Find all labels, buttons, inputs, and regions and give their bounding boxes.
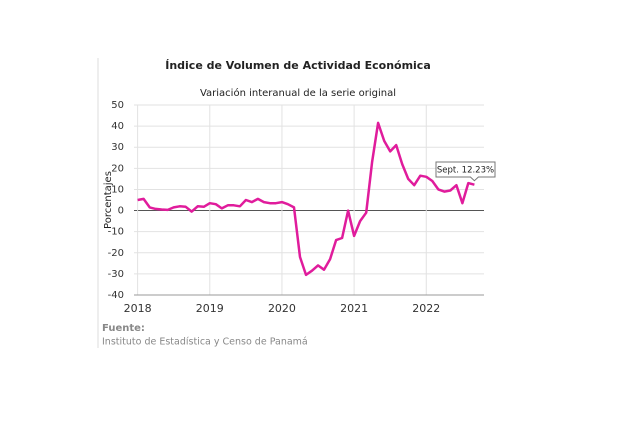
- source: Instituto de Estadística y Censo de Pana…: [102, 337, 308, 348]
- y-tick-label: 10: [111, 184, 124, 195]
- annotation-box: [435, 161, 496, 182]
- chart-title: Índice de Volumen de Actividad Económica: [165, 59, 431, 72]
- x-tick-label: 2022: [412, 302, 440, 315]
- data-line: [137, 121, 475, 277]
- y-tick-label: 50: [111, 100, 124, 111]
- x-tick-label: 2018: [124, 302, 152, 315]
- y-tick-label: -10: [108, 227, 124, 238]
- y-tick-label: -40: [108, 290, 124, 301]
- y-tick-label: 30: [111, 142, 124, 153]
- x-tick-label: 2020: [268, 302, 296, 315]
- chart-subtitle: Variación interanual de la serie origina…: [200, 87, 396, 99]
- y-tick-label: 0: [118, 206, 124, 217]
- x-tick-label: 2021: [340, 302, 368, 315]
- y-tick-label: -20: [108, 248, 124, 259]
- y-tick-label: 40: [111, 121, 124, 132]
- y-axis-label: Porcentajes: [103, 171, 114, 229]
- x-tick-label: 2019: [196, 302, 224, 315]
- y-tick-label: -30: [108, 269, 124, 280]
- annotation: Sept. 12.23%: [437, 166, 494, 176]
- y-tick-label: 20: [111, 163, 124, 174]
- source-label: Fuente:: [102, 323, 145, 334]
